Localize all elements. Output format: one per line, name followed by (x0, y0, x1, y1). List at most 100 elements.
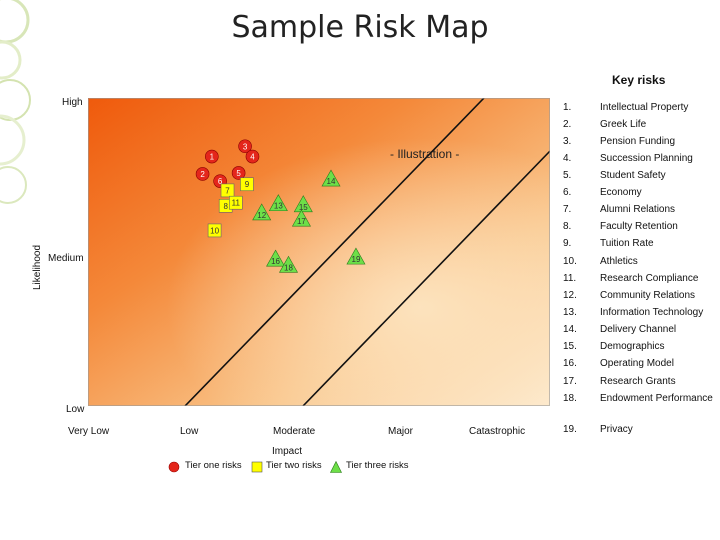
risk-marker-4 (245, 149, 260, 164)
risk-marker-label: 13 (274, 202, 283, 211)
plot-frame (88, 98, 550, 406)
risk-marker-12 (252, 203, 272, 221)
risk-marker-17 (291, 209, 311, 227)
key-risk-label: Community Relations (600, 290, 696, 301)
key-risk-number: 9. (563, 238, 572, 249)
risk-marker-label: 14 (327, 177, 336, 186)
key-risk-number: 11. (563, 273, 577, 284)
risk-marker-7 (220, 183, 235, 198)
risk-marker-11 (229, 195, 243, 210)
key-risk-label: Athletics (600, 256, 638, 267)
risk-marker-5 (231, 166, 246, 180)
risk-marker-label: 7 (225, 186, 230, 195)
risk-marker-16 (266, 249, 286, 267)
risk-marker-label: 19 (352, 255, 361, 264)
risk-marker-1 (205, 149, 219, 164)
x-category-low: Low (180, 426, 199, 437)
key-risk-number: 8. (563, 221, 572, 232)
risk-marker-2 (195, 167, 210, 181)
key-risk-label: Alumni Relations (600, 204, 676, 215)
risk-marker-19 (346, 247, 366, 265)
risk-marker-label: 18 (284, 263, 293, 272)
key-risk-number: 5. (563, 170, 572, 181)
risk-marker-3 (238, 139, 252, 154)
risk-marker-label: 1 (210, 153, 215, 162)
key-risk-number: 15. (563, 341, 577, 352)
key-risk-number: 16. (563, 358, 577, 369)
key-risks-title: Key risks (612, 73, 666, 87)
risk-marker-15 (293, 195, 313, 213)
key-risk-label: Operating Model (600, 358, 674, 369)
key-risk-number: 19. (563, 424, 577, 435)
key-risk-label: Succession Planning (600, 153, 693, 164)
y-level-low: Low (66, 404, 85, 415)
risk-marker-label: 3 (243, 142, 248, 151)
key-risk-number: 18. (563, 393, 577, 404)
x-axis-label: Impact (272, 446, 303, 457)
key-risk-number: 12. (563, 290, 577, 301)
key-risk-label: Information Technology (600, 307, 704, 318)
key-risk-number: 2. (563, 119, 572, 130)
key-risk-label: Tuition Rate (600, 238, 654, 249)
risk-marker-label: 15 (299, 203, 308, 212)
risk-marker-label: 8 (223, 202, 228, 211)
key-risk-label: Endowment Performance (600, 393, 713, 404)
risk-marker-9 (240, 177, 254, 192)
legend-triangle-icon (330, 461, 342, 473)
key-risk-number: 4. (563, 153, 572, 164)
risk-marker-label: 16 (271, 257, 280, 266)
legend-square-icon (251, 461, 263, 473)
risk-marker-label: 12 (257, 211, 266, 220)
key-risk-label: Greek Life (600, 119, 647, 130)
risk-marker-label: 5 (236, 169, 241, 178)
lower-tier-boundary (302, 150, 550, 406)
key-risk-label: Student Safety (600, 170, 666, 181)
risk-marker-label: 11 (232, 199, 241, 208)
risk-marker-13 (268, 194, 288, 212)
key-risk-label: Intellectual Property (600, 102, 689, 113)
legend-tier-three: Tier three risks (346, 460, 409, 471)
key-risk-number: 14. (563, 324, 577, 335)
key-risk-label: Demographics (600, 341, 665, 352)
legend-circle-icon (168, 461, 180, 473)
key-risk-label: Research Compliance (600, 273, 699, 284)
key-risk-label: Privacy (600, 424, 633, 435)
plot-highlight (88, 98, 550, 406)
page-title: Sample Risk Map (231, 10, 489, 45)
legend-tier-two: Tier two risks (266, 460, 322, 471)
illustration-label: - Illustration - (390, 147, 459, 161)
x-category-very-low: Very Low (68, 426, 110, 437)
key-risk-number: 6. (563, 187, 572, 198)
key-risk-number: 1. (563, 102, 572, 113)
key-risk-label: Pension Funding (600, 136, 676, 147)
risk-marker-label: 6 (218, 177, 223, 186)
legend-tier-one: Tier one risks (185, 460, 242, 471)
upper-tier-boundary (184, 98, 485, 406)
y-level-high: High (62, 97, 83, 108)
key-risk-label: Economy (600, 187, 642, 198)
risk-marker-label: 9 (245, 180, 250, 189)
risk-marker-label: 4 (250, 153, 255, 162)
key-risk-number: 10. (563, 256, 577, 267)
x-category-major: Major (388, 426, 414, 437)
key-risk-label: Delivery Channel (600, 324, 677, 335)
risk-marker-label: 17 (297, 217, 306, 226)
key-risk-number: 13. (563, 307, 577, 318)
risk-map-plot: - Illustration - 12345678910111213141516… (88, 98, 550, 406)
risk-marker-10 (207, 223, 222, 238)
key-risk-label: Research Grants (600, 376, 676, 387)
key-risk-label: Faculty Retention (600, 221, 678, 232)
risk-marker-label: 10 (210, 226, 219, 235)
y-level-medium: Medium (48, 253, 84, 264)
risk-marker-14 (321, 169, 341, 187)
risk-marker-18 (278, 255, 299, 273)
y-axis-label: Likelihood (32, 244, 43, 290)
x-category-moderate: Moderate (273, 426, 316, 437)
decorative-circles (0, 0, 31, 204)
key-risk-number: 17. (563, 376, 577, 387)
key-risk-number: 3. (563, 136, 572, 147)
key-risk-number: 7. (563, 204, 572, 215)
risk-marker-label: 2 (200, 170, 205, 179)
x-category-catastrophic: Catastrophic (469, 426, 526, 437)
